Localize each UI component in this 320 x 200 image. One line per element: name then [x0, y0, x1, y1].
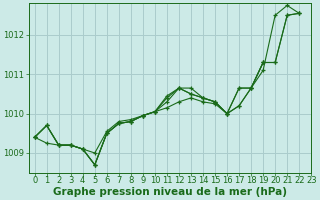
- X-axis label: Graphe pression niveau de la mer (hPa): Graphe pression niveau de la mer (hPa): [53, 187, 287, 197]
